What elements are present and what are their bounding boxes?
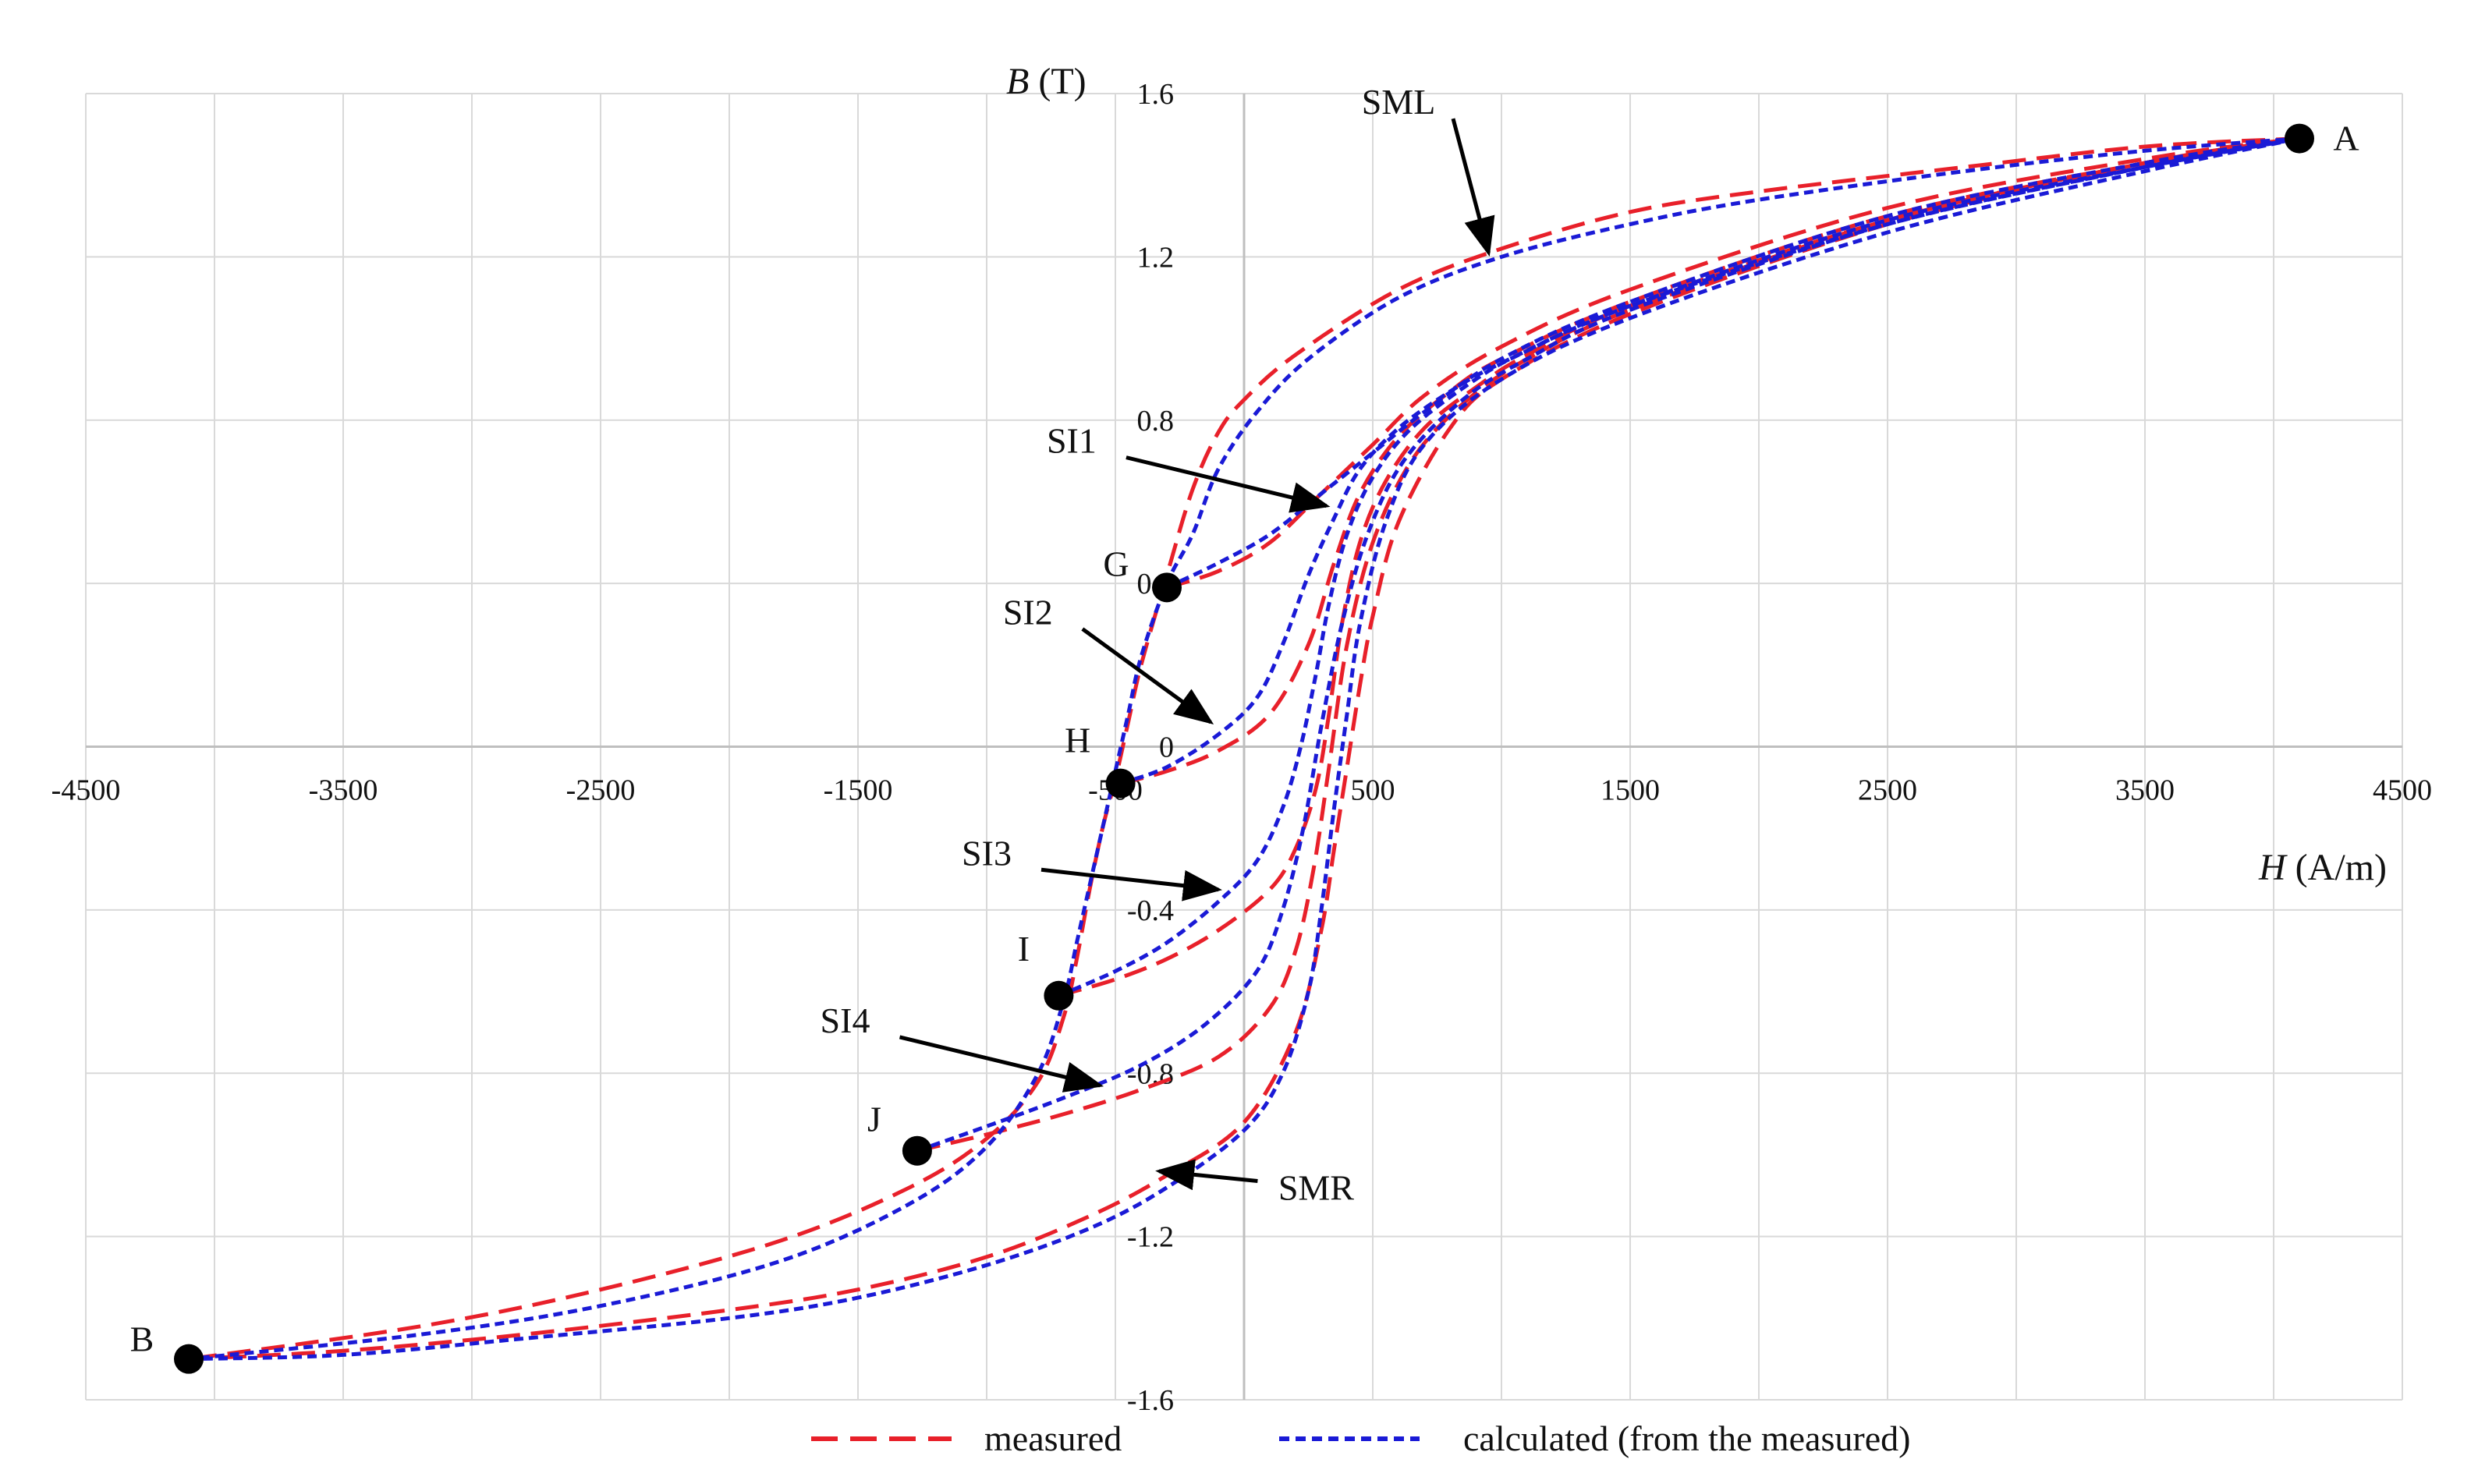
x-axis-symbol: H: [2258, 847, 2288, 888]
measured-si1-curve: [1166, 136, 2300, 590]
x-tick-label: 2500: [1858, 774, 1917, 807]
annotation-si1-arrow: [1126, 455, 1331, 513]
annotation-si3-arrow: [1040, 867, 1222, 901]
point-i-label: I: [1018, 929, 1030, 969]
x-tick-label: -1500: [824, 774, 893, 807]
curves: [188, 136, 2300, 1362]
point-j-label: J: [867, 1100, 881, 1139]
y-axis-unit: (T): [1038, 61, 1086, 102]
point-i-marker: [1044, 980, 1074, 1011]
point-a-marker: [2285, 123, 2314, 154]
calculated-si2-curve: [1119, 136, 2300, 785]
point-markers: A B G H I J: [130, 119, 2359, 1374]
x-tick-label: -2500: [566, 774, 636, 807]
annotation-smr-label: SMR: [1278, 1168, 1354, 1208]
axes: [86, 94, 2402, 1400]
annotation-si4-arrow: [899, 1035, 1104, 1093]
y-tick-label: -0.4: [1127, 894, 1174, 927]
point-a-label: A: [2333, 119, 2359, 158]
calculated-si4-curve: [916, 136, 2300, 1153]
point-b-label: B: [130, 1319, 154, 1359]
x-tick-label: 4500: [2373, 774, 2432, 807]
point-h-label: H: [1065, 721, 1090, 760]
measured-si3-curve: [1058, 136, 2300, 998]
legend: measured calculated (from the measured): [811, 1418, 1910, 1458]
calculated-si1-curve: [1165, 136, 2300, 590]
y-tick-label: -1.6: [1127, 1384, 1174, 1417]
annotation-sml-label: SML: [1362, 82, 1436, 122]
x-axis-title: H (A/m): [2258, 847, 2387, 888]
measured-smr-ascending-curve: [188, 136, 2300, 1362]
annotation-sml-arrow: [1451, 118, 1495, 257]
y-tick-label: 0: [1159, 731, 1174, 764]
annotation-si2-label: SI2: [1003, 592, 1053, 632]
y-axis-symbol: B: [1006, 61, 1029, 102]
y-tick-label: 0.8: [1137, 405, 1175, 437]
x-axis-unit: (A/m): [2295, 847, 2387, 888]
x-tick-label: 500: [1351, 774, 1395, 807]
x-tick-label: 3500: [2115, 774, 2175, 807]
annotation-si4-label: SI4: [821, 1001, 870, 1040]
calculated-sml-descending-curve: [188, 136, 2300, 1362]
x-tick-label: 1500: [1601, 774, 1660, 807]
legend-measured-label: measured: [984, 1418, 1122, 1458]
y-tick-label: 1.6: [1137, 78, 1175, 111]
annotation-si2-arrow: [1081, 627, 1214, 725]
point-g-marker: [1152, 572, 1182, 603]
y-axis-title: B (T): [1006, 61, 1087, 102]
legend-calculated-label: calculated (from the measured): [1463, 1418, 1910, 1458]
annotations: SML SI1 SI2 SI3 SI4 SMR: [821, 82, 1495, 1208]
y-tick-label: 1.2: [1137, 241, 1175, 274]
tick-labels: -4500-3500-2500-1500-5005001500250035004…: [51, 78, 2432, 1417]
point-g-label: G: [1103, 544, 1129, 583]
point-j-marker: [902, 1135, 932, 1166]
y-tick-label: -1.2: [1127, 1221, 1174, 1254]
point-b-marker: [174, 1344, 204, 1374]
x-tick-label: -3500: [309, 774, 378, 807]
x-tick-label: -4500: [51, 774, 121, 807]
annotation-si1-label: SI1: [1047, 421, 1097, 461]
calculated-smr-ascending-curve: [188, 136, 2300, 1362]
annotation-si3-label: SI3: [962, 833, 1012, 873]
point-h-marker: [1105, 768, 1136, 799]
annotation-smr-arrow: [1155, 1159, 1258, 1191]
